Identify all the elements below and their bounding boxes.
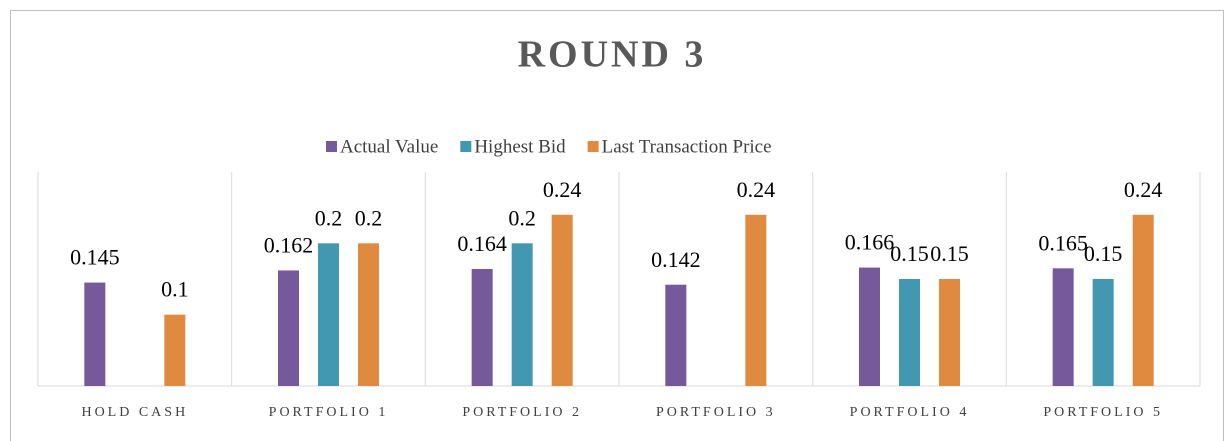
data-label: 0.166 xyxy=(845,230,895,255)
bar xyxy=(318,243,339,386)
data-label: 0.24 xyxy=(1124,177,1163,202)
x-tick-label: PORTFOLIO 4 xyxy=(850,405,970,420)
bar xyxy=(1092,279,1114,386)
x-tick-label: PORTFOLIO 3 xyxy=(656,405,776,420)
bar xyxy=(278,270,299,386)
data-label: 0.162 xyxy=(264,232,314,257)
bar xyxy=(1052,268,1074,386)
data-label: 0.15 xyxy=(1084,241,1123,266)
legend-label: Actual Value xyxy=(340,136,438,157)
x-tick-label: PORTFOLIO 2 xyxy=(462,405,582,420)
bar xyxy=(84,282,106,386)
data-label: 0.2 xyxy=(508,205,536,230)
data-label: 0.2 xyxy=(355,205,383,230)
bar xyxy=(859,267,880,386)
bar xyxy=(164,314,186,386)
legend-swatch xyxy=(460,141,472,152)
bar xyxy=(358,243,379,386)
data-label: 0.15 xyxy=(930,241,969,266)
data-label: 0.24 xyxy=(737,177,776,202)
data-label: 0.24 xyxy=(543,177,582,202)
bar xyxy=(511,243,533,386)
bar xyxy=(899,279,920,386)
legend-label: Highest Bid xyxy=(474,136,566,157)
x-tick-label: HOLD CASH xyxy=(81,405,188,420)
bar xyxy=(665,284,687,386)
bar xyxy=(745,214,767,386)
bar xyxy=(1132,214,1154,386)
data-label: 0.2 xyxy=(315,205,343,230)
legend-swatch xyxy=(587,141,599,152)
data-label: 0.145 xyxy=(70,245,120,270)
bar xyxy=(939,279,960,386)
chart-title: ROUND 3 xyxy=(518,34,707,76)
data-label: 0.15 xyxy=(890,241,929,266)
bar xyxy=(471,269,493,386)
x-tick-label: PORTFOLIO 1 xyxy=(269,405,389,420)
data-label: 0.165 xyxy=(1038,230,1088,255)
x-tick-label: PORTFOLIO 5 xyxy=(1043,405,1163,420)
legend-label: Last Transaction Price xyxy=(602,136,772,157)
legend-swatch xyxy=(326,141,337,152)
data-label: 0.142 xyxy=(651,247,701,272)
data-label: 0.1 xyxy=(161,277,189,302)
data-label: 0.164 xyxy=(457,231,507,256)
bar xyxy=(551,214,573,386)
chart-frame xyxy=(10,10,1224,441)
